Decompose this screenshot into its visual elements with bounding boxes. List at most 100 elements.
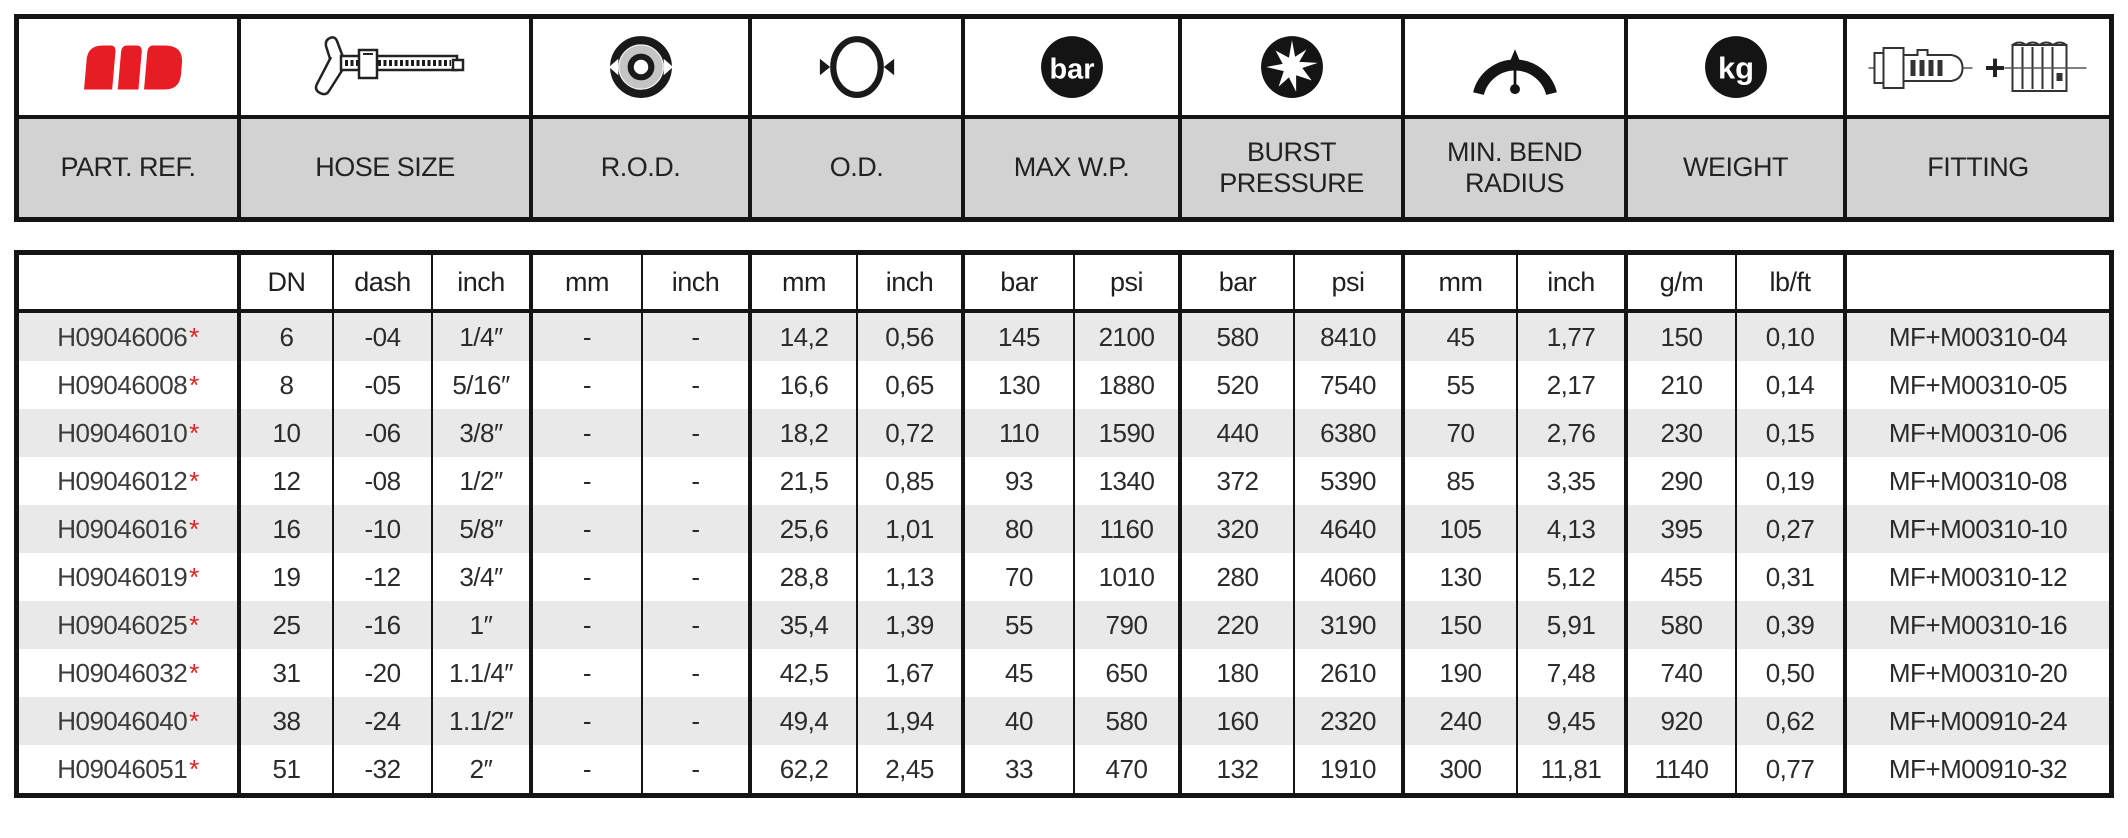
unit-header-DN: DN	[241, 255, 334, 313]
value-cell: -	[533, 409, 643, 457]
part-ref-cell: H09046006 *	[19, 313, 241, 361]
value-cell: 790	[1075, 601, 1182, 649]
value-cell: 35,4	[752, 601, 858, 649]
part-ref-text: H09046040	[57, 705, 188, 736]
value-cell: 1,13	[858, 553, 965, 601]
value-cell: 6	[241, 313, 334, 361]
part-ref-cell: H09046010 *	[19, 409, 241, 457]
value-cell: 0,50	[1737, 649, 1847, 697]
value-cell: -	[533, 697, 643, 745]
value-cell: 290	[1628, 457, 1737, 505]
value-cell: 38	[241, 697, 334, 745]
value-cell: 0,19	[1737, 457, 1847, 505]
value-cell: 455	[1628, 553, 1737, 601]
value-cell: 49,4	[752, 697, 858, 745]
outer-diameter-icon	[752, 19, 961, 119]
part-ref-cell: H09046025 *	[19, 601, 241, 649]
value-cell: 1.1/4″	[433, 649, 533, 697]
part-ref-cell: H09046019 *	[19, 553, 241, 601]
value-cell: 18,2	[752, 409, 858, 457]
value-cell: 2″	[433, 745, 533, 793]
value-cell: 3,35	[1518, 457, 1628, 505]
manuli-logo-icon	[19, 19, 237, 119]
value-cell: -	[643, 697, 752, 745]
value-cell: 0,10	[1737, 313, 1847, 361]
svg-text:+: +	[1984, 47, 2005, 88]
column-label-bend-radius: MIN. BEND RADIUS	[1405, 119, 1624, 217]
value-cell: 180	[1182, 649, 1295, 697]
value-cell: 5/16″	[433, 361, 533, 409]
value-cell: 55	[965, 601, 1075, 649]
spec-data-grid: DN dash inch mm inch mm inch bar psi bar psi mm inch…	[19, 255, 2109, 793]
value-cell: 5/8″	[433, 505, 533, 553]
value-cell: -24	[334, 697, 433, 745]
value-cell: 11,81	[1518, 745, 1628, 793]
fitting-cell: MF+M00910-24	[1847, 697, 2109, 745]
value-cell: -	[643, 553, 752, 601]
value-cell: 2,17	[1518, 361, 1628, 409]
value-cell: 580	[1628, 601, 1737, 649]
fitting-cell: MF+M00310-06	[1847, 409, 2109, 457]
value-cell: -	[533, 505, 643, 553]
value-cell: 150	[1628, 313, 1737, 361]
value-cell: 0,27	[1737, 505, 1847, 553]
value-cell: -	[643, 457, 752, 505]
value-cell: 45	[1405, 313, 1518, 361]
column-label-rod: R.O.D.	[533, 119, 748, 217]
header-group-burst: BURST PRESSURE	[1182, 19, 1405, 217]
value-cell: 45	[965, 649, 1075, 697]
value-cell: -	[643, 505, 752, 553]
value-cell: 16	[241, 505, 334, 553]
fitting-cell: MF+M00310-12	[1888, 561, 2068, 592]
footnote-asterisk: *	[189, 321, 199, 352]
value-cell: 300	[1405, 745, 1518, 793]
part-ref-text: H09046008	[57, 369, 188, 400]
hose-spec-catalog-page: PART. REF. HOSE SIZE	[14, 14, 2114, 798]
value-cell: 62,2	[752, 745, 858, 793]
value-cell: 3/8″	[433, 409, 533, 457]
value-cell: 5,12	[1518, 553, 1628, 601]
fitting-cell: MF+M00310-04	[1847, 313, 2109, 361]
value-cell: 1010	[1075, 553, 1182, 601]
unit-header-psi: psi	[1075, 255, 1182, 313]
value-cell: 7,48	[1518, 649, 1628, 697]
unit-header-inch: inch	[858, 255, 965, 313]
part-ref-cell: H09046008 *	[19, 361, 241, 409]
value-cell: 1,01	[858, 505, 965, 553]
value-cell: 93	[965, 457, 1075, 505]
value-cell: 70	[965, 553, 1075, 601]
footnote-asterisk: *	[189, 657, 199, 688]
column-label-max-wp: MAX W.P.	[965, 119, 1178, 217]
value-cell: -12	[334, 553, 433, 601]
unit-header-inch: inch	[643, 255, 752, 313]
unit-header-mm: mm	[752, 255, 858, 313]
value-cell: 1880	[1075, 361, 1182, 409]
value-cell: 2610	[1295, 649, 1405, 697]
value-cell: 0,31	[1737, 553, 1847, 601]
unit-header-psi: psi	[1295, 255, 1405, 313]
value-cell: 40	[965, 697, 1075, 745]
value-cell: 1160	[1075, 505, 1182, 553]
header-group-rod: R.O.D.	[533, 19, 752, 217]
value-cell: 230	[1628, 409, 1737, 457]
bend-radius-icon	[1405, 19, 1624, 119]
value-cell: 1,94	[858, 697, 965, 745]
footnote-asterisk: *	[189, 609, 199, 640]
value-cell: -	[533, 601, 643, 649]
value-cell: -20	[334, 649, 433, 697]
value-cell: 440	[1182, 409, 1295, 457]
value-cell: 1.1/2″	[433, 697, 533, 745]
value-cell: 85	[1405, 457, 1518, 505]
value-cell: 2320	[1295, 697, 1405, 745]
value-cell: 105	[1405, 505, 1518, 553]
value-cell: 920	[1628, 697, 1737, 745]
value-cell: 220	[1182, 601, 1295, 649]
value-cell: -	[533, 457, 643, 505]
value-cell: 470	[1075, 745, 1182, 793]
value-cell: 0,65	[858, 361, 965, 409]
spec-data-table: DN dash inch mm inch mm inch bar psi bar psi mm inch…	[14, 250, 2114, 798]
value-cell: 210	[1628, 361, 1737, 409]
column-label-part-ref: PART. REF.	[19, 119, 237, 217]
value-cell: 145	[965, 313, 1075, 361]
value-cell: -	[643, 649, 752, 697]
